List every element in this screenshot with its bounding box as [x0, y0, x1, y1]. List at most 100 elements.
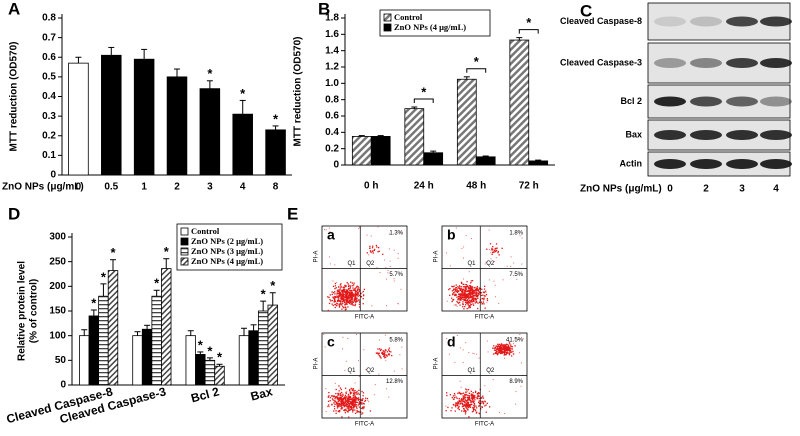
y-tick-label: 50 — [55, 355, 67, 366]
flow-event — [352, 396, 354, 399]
flow-event — [468, 289, 470, 292]
flow-event — [494, 247, 496, 250]
flow-event — [472, 407, 475, 409]
flow-event — [499, 351, 502, 353]
flow-event — [333, 395, 335, 397]
flow-event — [345, 292, 348, 294]
flow-event — [455, 396, 457, 398]
flow-event — [489, 243, 492, 245]
flow-event — [339, 301, 342, 303]
flow-event — [474, 409, 477, 411]
flow-event — [341, 290, 343, 292]
flow-event — [507, 346, 510, 348]
flow-event — [475, 295, 477, 298]
blot-band — [690, 96, 722, 107]
flow-event — [351, 402, 353, 405]
significance-star: * — [474, 54, 480, 69]
flow-event — [467, 304, 469, 306]
flow-event — [344, 400, 346, 402]
flow-event — [348, 397, 350, 400]
flow-event — [481, 397, 483, 399]
flow-event — [336, 292, 338, 294]
flow-x-label: FITC-A — [355, 422, 374, 428]
flow-event — [367, 399, 369, 401]
flow-upper-right: 1.3% — [389, 231, 403, 237]
y-tick-label: 0.8 — [42, 13, 56, 24]
flow-event — [472, 401, 475, 404]
flow-event — [464, 300, 467, 302]
flow-event — [329, 256, 331, 258]
flow-event — [471, 286, 474, 288]
flow-event — [453, 291, 455, 294]
flow-event — [356, 404, 358, 406]
flow-event — [383, 353, 386, 355]
flow-event — [338, 300, 340, 302]
flow-event — [478, 397, 480, 400]
flow-event — [383, 259, 385, 261]
flow-event — [447, 406, 449, 409]
flow-event — [384, 356, 387, 358]
flow-event — [463, 395, 465, 397]
significance-bracket — [466, 68, 487, 73]
flow-event — [355, 397, 358, 399]
x-tick-label: 0 h — [364, 181, 378, 192]
flow-event — [461, 290, 463, 292]
significance-star: * — [421, 84, 427, 99]
blot-band — [690, 130, 722, 140]
flow-event — [453, 392, 456, 395]
flow-event — [469, 293, 471, 295]
flow-event — [346, 291, 349, 293]
flow-event — [462, 295, 464, 297]
flow-event — [475, 292, 478, 294]
flow-event — [358, 393, 360, 396]
legend-box — [176, 223, 283, 271]
flow-event — [341, 296, 343, 298]
flow-event — [354, 296, 356, 298]
bar — [68, 62, 89, 176]
flow-event — [332, 399, 334, 401]
flow-event — [354, 303, 357, 305]
flow-event — [475, 287, 478, 289]
flow-event — [377, 251, 379, 253]
flow-event — [456, 300, 458, 303]
flow-event — [504, 351, 507, 353]
flow-event — [464, 286, 466, 288]
flow-event — [342, 297, 345, 299]
flow-event — [453, 298, 455, 301]
flow-event — [502, 344, 504, 347]
flow-event — [352, 411, 354, 413]
flow-event — [473, 406, 476, 408]
flow-event — [334, 299, 336, 301]
flow-event — [486, 299, 489, 302]
flow-event — [465, 388, 467, 390]
y-tick-label: 300 — [49, 232, 66, 243]
flow-event — [349, 397, 351, 399]
blot-band — [654, 16, 686, 27]
flow-event — [331, 299, 333, 302]
flow-event — [363, 407, 365, 409]
flow-event — [501, 350, 503, 352]
panel-label: D — [8, 204, 20, 223]
flow-event — [470, 293, 473, 295]
flow-event — [491, 253, 493, 255]
flow-event — [503, 346, 506, 349]
flow-event — [342, 393, 344, 395]
flow-event — [351, 407, 353, 409]
flow-event — [349, 289, 351, 292]
flow-event — [346, 296, 349, 298]
flow-event — [388, 396, 390, 398]
flow-event — [344, 300, 346, 302]
flow-event — [361, 291, 363, 293]
y-tick-label: 0.6 — [42, 52, 56, 63]
flow-event — [350, 295, 352, 297]
flow-event — [470, 280, 472, 282]
flow-event — [352, 397, 354, 399]
flow-event — [356, 411, 358, 413]
flow-event — [372, 250, 374, 252]
flow-event — [474, 396, 476, 399]
flow-event — [357, 399, 359, 401]
flow-event — [360, 295, 362, 298]
flow-event — [357, 289, 359, 291]
flow-event — [370, 235, 372, 237]
flow-event — [351, 295, 353, 297]
